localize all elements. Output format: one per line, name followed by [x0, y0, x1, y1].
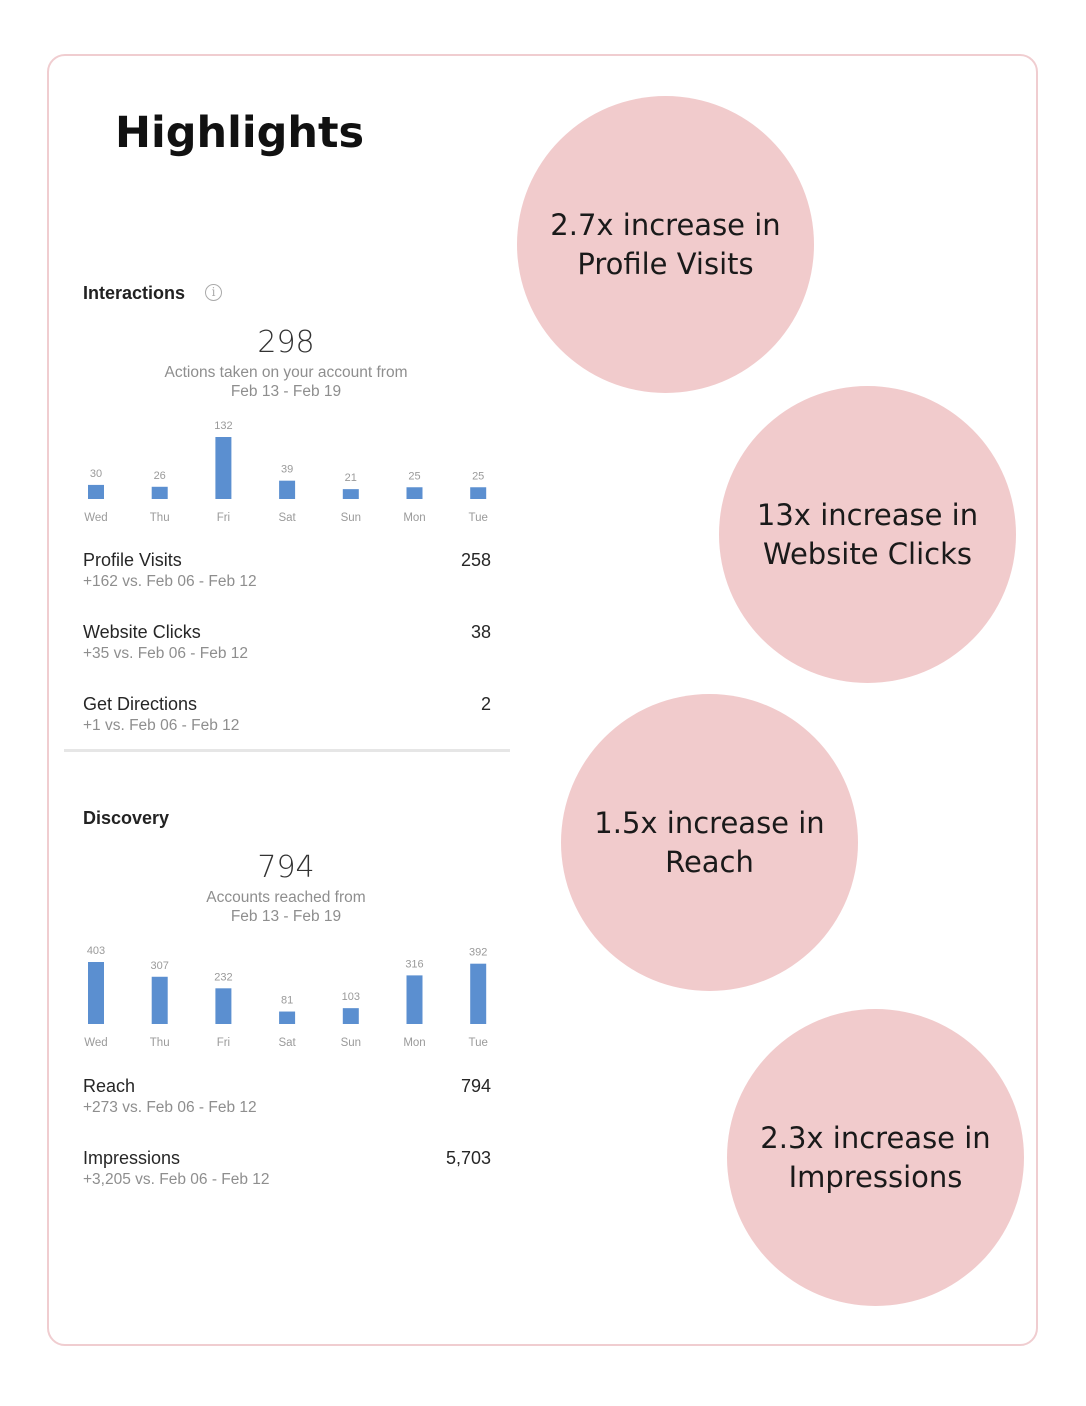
bar-value-label-sun: 103: [342, 991, 360, 1003]
interactions-subtitle-line1: Actions taken on your account from: [164, 364, 408, 381]
bar-value-label-sat: 81: [281, 995, 293, 1007]
bar-value-label-tue: 25: [472, 470, 484, 482]
discovery-subtitle-line2: Feb 13 - Feb 19: [230, 908, 342, 925]
metric-delta-impressions: +3,205 vs. Feb 06 - Feb 12: [83, 1171, 270, 1188]
x-tick-label-tue: Tue: [469, 512, 488, 524]
metric-value-profile-visits: 258: [460, 550, 491, 570]
bar-value-label-thu: 26: [154, 470, 166, 482]
bar-value-label-fri: 132: [214, 420, 232, 432]
x-tick-label-tue: Tue: [469, 1037, 488, 1049]
metric-value-website-clicks: 38: [470, 622, 491, 642]
bar-value-label-fri: 232: [214, 971, 232, 983]
bar-value-label-sun: 21: [345, 472, 357, 484]
bar-wed: [88, 484, 104, 499]
bar-wed: [88, 962, 104, 1024]
x-tick-label-sat: Sat: [278, 1037, 296, 1049]
bar-value-label-thu: 307: [151, 960, 169, 972]
bar-mon: [406, 975, 423, 1024]
x-tick-label-fri: Fri: [217, 512, 230, 524]
discovery-total: 794: [257, 850, 315, 885]
metric-value-reach: 794: [460, 1076, 491, 1096]
bar-fri: [215, 988, 232, 1024]
bar-sun: [342, 1008, 359, 1024]
bar-sun: [342, 489, 359, 499]
section-divider: [64, 749, 510, 752]
discovery-subtitle: Accounts reached from Feb 13 - Feb 19: [136, 888, 436, 926]
highlight-circle-website-clicks: 13x increase in Website Clicks: [719, 386, 1016, 683]
x-tick-label-mon: Mon: [403, 512, 425, 524]
bar-fri: [215, 437, 232, 499]
bar-sat: [279, 480, 296, 499]
metric-label-reach: Reach: [83, 1076, 136, 1096]
interactions-subtitle-line2: Feb 13 - Feb 19: [230, 383, 342, 400]
x-tick-label-fri: Fri: [217, 1037, 230, 1049]
bar-value-label-mon: 316: [405, 958, 423, 970]
bar-thu: [151, 486, 168, 499]
bar-value-label-sat: 39: [281, 464, 293, 476]
metric-label-website-clicks: Website Clicks: [83, 622, 201, 642]
page-title: Highlights: [115, 108, 365, 158]
metric-label-impressions: Impressions: [83, 1148, 181, 1168]
x-tick-label-mon: Mon: [403, 1037, 425, 1049]
interactions-subtitle: Actions taken on your account from Feb 1…: [136, 363, 436, 401]
metric-value-impressions: 5,703: [445, 1148, 491, 1168]
metric-label-get-directions: Get Directions: [83, 694, 198, 714]
highlight-circle-reach: 1.5x increase in Reach: [561, 694, 858, 991]
highlight-circle-impressions: 2.3x increase in Impressions: [727, 1009, 1024, 1306]
bar-value-label-tue: 392: [469, 947, 487, 959]
metric-label-profile-visits: Profile Visits: [83, 550, 182, 570]
x-tick-label-wed: Wed: [84, 1037, 107, 1049]
x-tick-label-sun: Sun: [341, 1037, 361, 1049]
bar-value-label-wed: 30: [90, 468, 102, 480]
x-tick-label-sun: Sun: [341, 512, 361, 524]
interactions-total: 298: [257, 325, 315, 360]
x-tick-label-wed: Wed: [84, 512, 107, 524]
discovery-subtitle-line1: Accounts reached from: [206, 889, 366, 906]
highlight-circle-profile-visits: 2.7x increase in Profile Visits: [517, 96, 814, 393]
discovery-bar-chart: 403 Wed 307 Thu 232 Fri 81 Sat 103 Sun 316 Mon 392 Tu…: [84, 945, 488, 1049]
interactions-bar-chart: 30 Wed 26 Thu 132 Fri 39 Sat 21 Sun 25 Mon 25 Tue: [84, 420, 488, 524]
metric-delta-website-clicks: +35 vs. Feb 06 - Feb 12: [83, 645, 248, 662]
interactions-heading: Interactions: [83, 283, 186, 303]
metric-delta-profile-visits: +162 vs. Feb 06 - Feb 12: [83, 573, 257, 590]
metric-delta-get-directions: +1 vs. Feb 06 - Feb 12: [83, 717, 240, 734]
x-tick-label-thu: Thu: [150, 1037, 170, 1049]
highlight-text-website-clicks: 13x increase in Website Clicks: [756, 497, 979, 571]
discovery-heading: Discovery: [83, 808, 170, 828]
bar-sat: [279, 1011, 296, 1024]
x-tick-label-thu: Thu: [150, 512, 170, 524]
info-icon[interactable]: i: [205, 284, 222, 301]
metric-value-get-directions: 2: [480, 694, 491, 714]
bar-value-label-mon: 25: [408, 470, 420, 482]
x-tick-label-sat: Sat: [278, 512, 296, 524]
highlight-text-profile-visits: 2.7x increase in Profile Visits: [550, 207, 781, 281]
metric-delta-reach: +273 vs. Feb 06 - Feb 12: [83, 1099, 257, 1116]
bar-thu: [151, 976, 168, 1024]
bar-mon: [406, 487, 423, 499]
highlight-text-impressions: 2.3x increase in Impressions: [760, 1120, 991, 1194]
bar-tue: [470, 487, 487, 499]
bar-tue: [470, 963, 487, 1024]
bar-value-label-wed: 403: [87, 945, 105, 957]
highlight-text-reach: 1.5x increase in Reach: [594, 805, 825, 879]
